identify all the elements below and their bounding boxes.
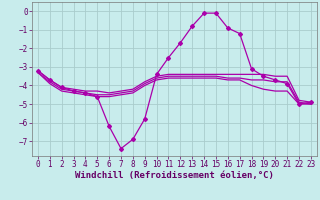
X-axis label: Windchill (Refroidissement éolien,°C): Windchill (Refroidissement éolien,°C) [75, 171, 274, 180]
